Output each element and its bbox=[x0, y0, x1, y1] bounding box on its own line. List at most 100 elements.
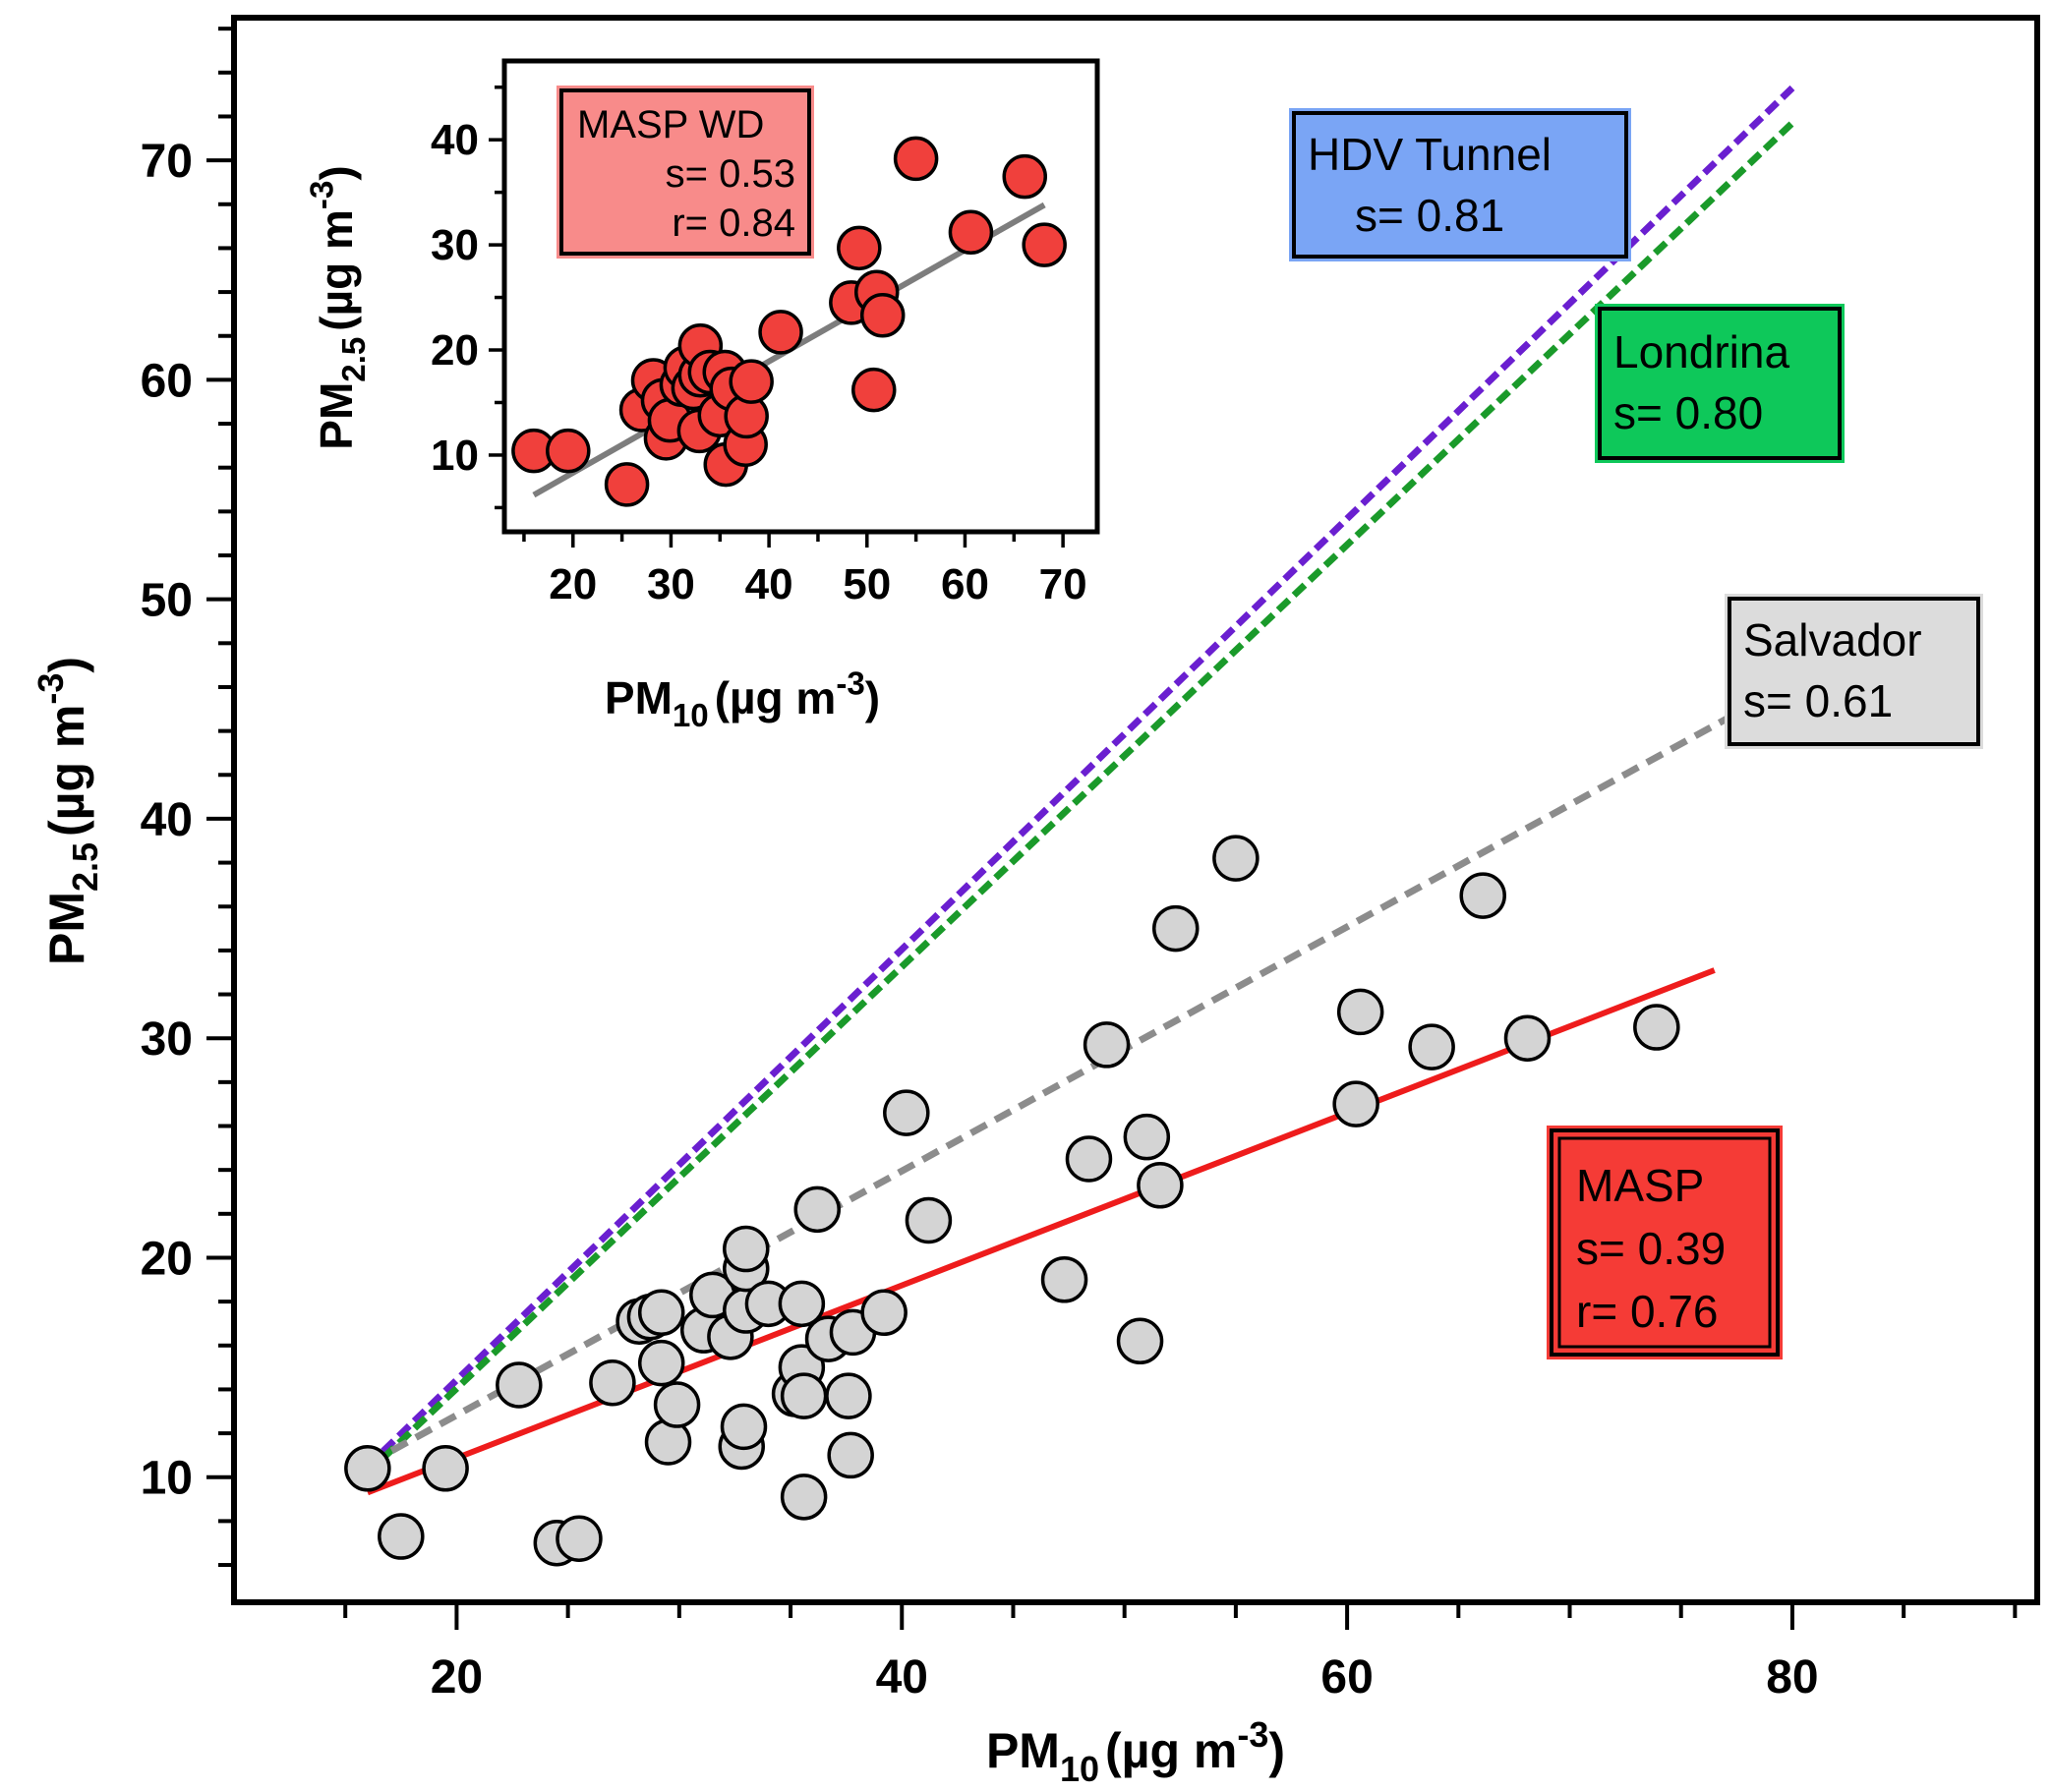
inset-y-axis-label-sub: 2.5 bbox=[336, 337, 373, 382]
annotation-salvador-line-1: s= 0.61 bbox=[1743, 675, 1893, 726]
data-point bbox=[589, 1358, 636, 1407]
data-point bbox=[556, 1515, 603, 1563]
data-point bbox=[1336, 988, 1384, 1036]
inset-y-axis-label-sup: -3 bbox=[305, 181, 341, 209]
data-point bbox=[1040, 1256, 1088, 1303]
inset-x-tick-label: 50 bbox=[843, 560, 891, 608]
x-axis-label-units: (µg m bbox=[1105, 1723, 1237, 1778]
data-point bbox=[905, 1196, 953, 1244]
inset-data-point bbox=[729, 359, 774, 404]
y-axis-label-units: (µg m bbox=[39, 705, 94, 837]
y-tick-label: 40 bbox=[141, 794, 193, 846]
annotation-londrina: Londrina s= 0.80 bbox=[1595, 304, 1845, 463]
inset-x-axis-label-units: (µg m bbox=[715, 672, 837, 723]
main-plot-frame bbox=[231, 15, 2040, 1605]
data-point bbox=[780, 1474, 828, 1521]
data-point bbox=[344, 1445, 391, 1492]
data-point bbox=[1633, 1004, 1680, 1051]
fit-line-masp bbox=[366, 967, 1716, 1496]
data-point bbox=[720, 1403, 768, 1451]
x-axis-label-base: PM bbox=[986, 1723, 1060, 1778]
data-point bbox=[1332, 1080, 1379, 1127]
data-point bbox=[1408, 1023, 1455, 1070]
data-point bbox=[637, 1289, 685, 1337]
annotation-hdv-tunnel: HDV Tunnel s= 0.81 bbox=[1289, 108, 1631, 261]
inset-data-point bbox=[604, 462, 650, 507]
y-axis-label-close: ) bbox=[39, 657, 94, 673]
x-tick-label: 60 bbox=[1320, 1651, 1373, 1704]
data-point bbox=[653, 1381, 701, 1428]
annotation-masp: MASP s= 0.39 r= 0.76 bbox=[1547, 1126, 1783, 1359]
data-point bbox=[1212, 835, 1260, 882]
annotation-londrina-line-0: Londrina bbox=[1613, 326, 1789, 377]
inset-data-point bbox=[859, 292, 906, 338]
inset-data-point bbox=[893, 136, 939, 182]
data-point bbox=[1152, 904, 1200, 953]
annotation-masp-wd-line-2: r= 0.84 bbox=[672, 202, 795, 245]
data-point bbox=[723, 1225, 770, 1273]
data-point bbox=[1083, 1021, 1131, 1069]
x-tick-label: 40 bbox=[876, 1651, 928, 1704]
inset-x-tick-label: 60 bbox=[941, 560, 989, 608]
y-axis-label: PM2.5 (µg m-3) bbox=[30, 657, 105, 965]
data-point bbox=[860, 1289, 908, 1337]
data-point bbox=[827, 1431, 874, 1479]
y-tick-label: 50 bbox=[141, 575, 193, 627]
data-point bbox=[1137, 1162, 1184, 1209]
inset-data-point bbox=[948, 209, 994, 256]
annotation-masp-line-0: MASP bbox=[1576, 1160, 1704, 1211]
data-point bbox=[780, 1372, 828, 1419]
x-axis-label: PM10 (µg m-3) bbox=[986, 1714, 1285, 1789]
annotation-masp-wd-line-0: MASP WD bbox=[577, 103, 764, 146]
x-axis-label-sub: 10 bbox=[1060, 1749, 1099, 1789]
inset-x-tick-label: 40 bbox=[745, 560, 793, 608]
inset-y-tick-label: 10 bbox=[431, 432, 479, 480]
y-tick-label: 20 bbox=[141, 1233, 193, 1285]
inset-y-tick-label: 20 bbox=[431, 326, 479, 375]
inset-data-point bbox=[758, 310, 803, 355]
annotation-salvador: Salvador s= 0.61 bbox=[1725, 594, 1983, 749]
annotation-hdv-tunnel-line-0: HDV Tunnel bbox=[1308, 129, 1552, 180]
y-tick-label: 70 bbox=[141, 136, 193, 188]
inset-data-point bbox=[837, 225, 882, 271]
y-axis-label-base: PM bbox=[39, 892, 94, 965]
data-point bbox=[793, 1185, 841, 1234]
data-point bbox=[496, 1361, 543, 1409]
annotation-masp-line-1: s= 0.39 bbox=[1576, 1223, 1726, 1274]
annotation-masp-border bbox=[1550, 1128, 1780, 1357]
y-tick-label: 60 bbox=[141, 355, 193, 407]
annotation-londrina-border bbox=[1598, 307, 1842, 460]
data-point bbox=[883, 1089, 930, 1136]
inset-y-tick-label: 30 bbox=[431, 221, 479, 269]
fit-line-salvador bbox=[366, 679, 1794, 1468]
annotation-londrina-line-1: s= 0.80 bbox=[1613, 387, 1763, 438]
inset-x-axis-label: PM10 (µg m-3) bbox=[605, 666, 880, 734]
y-axis-label-sup: -3 bbox=[30, 673, 71, 705]
data-point bbox=[637, 1339, 685, 1387]
inset-y-tick-label: 40 bbox=[431, 116, 479, 164]
x-tick-label: 20 bbox=[431, 1651, 483, 1704]
inset-y-axis-label-base: PM bbox=[311, 382, 362, 450]
x-axis-label-sup: -3 bbox=[1237, 1714, 1268, 1755]
inset-y-axis-label-close: ) bbox=[311, 165, 362, 180]
annotation-masp-line-2: r= 0.76 bbox=[1576, 1286, 1719, 1337]
inset-y-axis-label: PM2.5 (µg m-3) bbox=[305, 165, 373, 449]
data-point bbox=[778, 1280, 826, 1328]
x-axis-label-close: ) bbox=[1268, 1723, 1285, 1778]
inset-y-axis-label-units: (µg m bbox=[311, 209, 362, 331]
annotation-hdv-tunnel-border bbox=[1292, 111, 1628, 259]
inset-x-axis-label-sub: 10 bbox=[673, 698, 709, 734]
annotation-masp-wd-border bbox=[559, 88, 811, 256]
inset-x-axis-label-base: PM bbox=[605, 672, 673, 723]
inset-data-point bbox=[851, 367, 897, 413]
inset-data-point bbox=[1002, 153, 1047, 200]
data-point bbox=[1065, 1135, 1113, 1183]
annotation-masp-inner-border bbox=[1557, 1136, 1772, 1349]
y-tick-label: 30 bbox=[141, 1013, 193, 1066]
inset-x-axis-label-sup: -3 bbox=[836, 666, 864, 703]
data-point bbox=[1459, 872, 1506, 919]
data-point bbox=[1503, 1014, 1552, 1062]
